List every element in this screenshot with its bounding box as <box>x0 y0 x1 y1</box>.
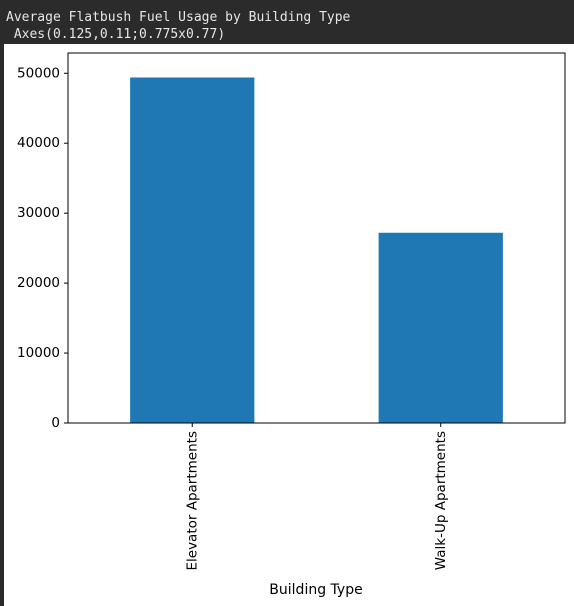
x-tick-label: Walk-Up Apartments <box>433 431 449 570</box>
bar-chart: 0 10000 20000 30000 40000 50000 Elevator Apar… <box>17 52 566 598</box>
y-tick-label: 0 <box>51 415 60 431</box>
x-axis-label: Building Type <box>269 582 362 598</box>
output-title-text: Average Flatbush Fuel Usage by Building … <box>6 10 351 25</box>
y-tick-label: 20000 <box>17 275 60 291</box>
y-tick-label: 30000 <box>17 205 60 221</box>
x-tick-label: Elevator Apartments <box>184 431 200 571</box>
bars-layer <box>130 77 503 423</box>
chart-figure: 0 10000 20000 30000 40000 50000 Elevator Apar… <box>4 44 574 606</box>
y-tick-label: 10000 <box>17 345 60 361</box>
cell-output-header: Average Flatbush Fuel Usage by Building … <box>0 0 574 44</box>
bar-walk-up-apartments <box>378 232 503 423</box>
y-tick-label: 50000 <box>17 65 60 81</box>
y-tick-label: 40000 <box>17 135 60 151</box>
output-axes-repr: Axes(0.125,0.11;0.775x0.77) <box>6 27 226 42</box>
x-axis: Elevator Apartments Walk-Up Apartments <box>184 423 449 571</box>
plot-frame <box>67 52 566 424</box>
bar-elevator-apartments <box>130 77 255 423</box>
y-axis: 0 10000 20000 30000 40000 50000 <box>17 65 68 431</box>
